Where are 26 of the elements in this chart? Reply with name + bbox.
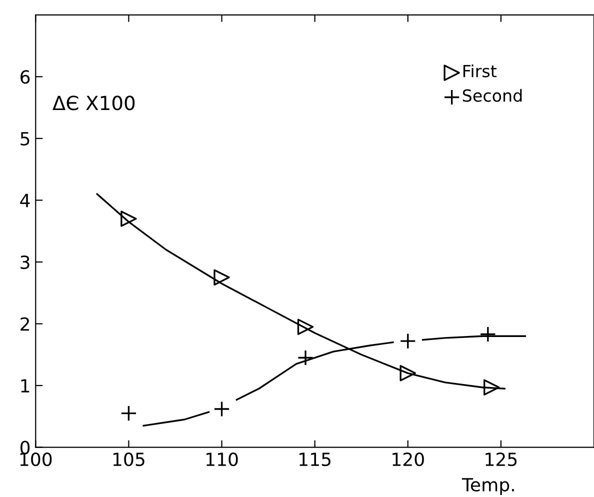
x-tick-label: 105 <box>113 452 144 466</box>
point <box>120 405 137 422</box>
legend-label: First <box>463 64 497 78</box>
y-axis-title: ΔЄ X100 <box>52 96 135 110</box>
point <box>400 332 416 350</box>
point <box>480 326 496 342</box>
point <box>214 269 230 286</box>
point <box>214 400 230 418</box>
x-tick-label: 110 <box>206 452 238 466</box>
y-tick-label: 2 <box>20 317 29 331</box>
point <box>297 350 314 366</box>
point <box>484 379 500 396</box>
x-tick-label: 100 <box>20 452 52 466</box>
y-tick-label: 3 <box>20 255 30 270</box>
x-tick-label: 120 <box>392 452 424 466</box>
y-tick-label: 5 <box>20 132 30 146</box>
point <box>400 365 416 382</box>
y-tick-label: 1 <box>21 379 30 392</box>
legend-label: Second <box>462 88 522 102</box>
point <box>120 210 137 227</box>
x-tick-label: 125 <box>486 452 517 466</box>
y-tick-label: 4 <box>20 194 30 208</box>
x-tick-label: 115 <box>300 452 330 466</box>
x-axis-title: Temp. <box>462 478 514 496</box>
y-tick-label: 6 <box>20 70 30 84</box>
point <box>297 318 314 335</box>
